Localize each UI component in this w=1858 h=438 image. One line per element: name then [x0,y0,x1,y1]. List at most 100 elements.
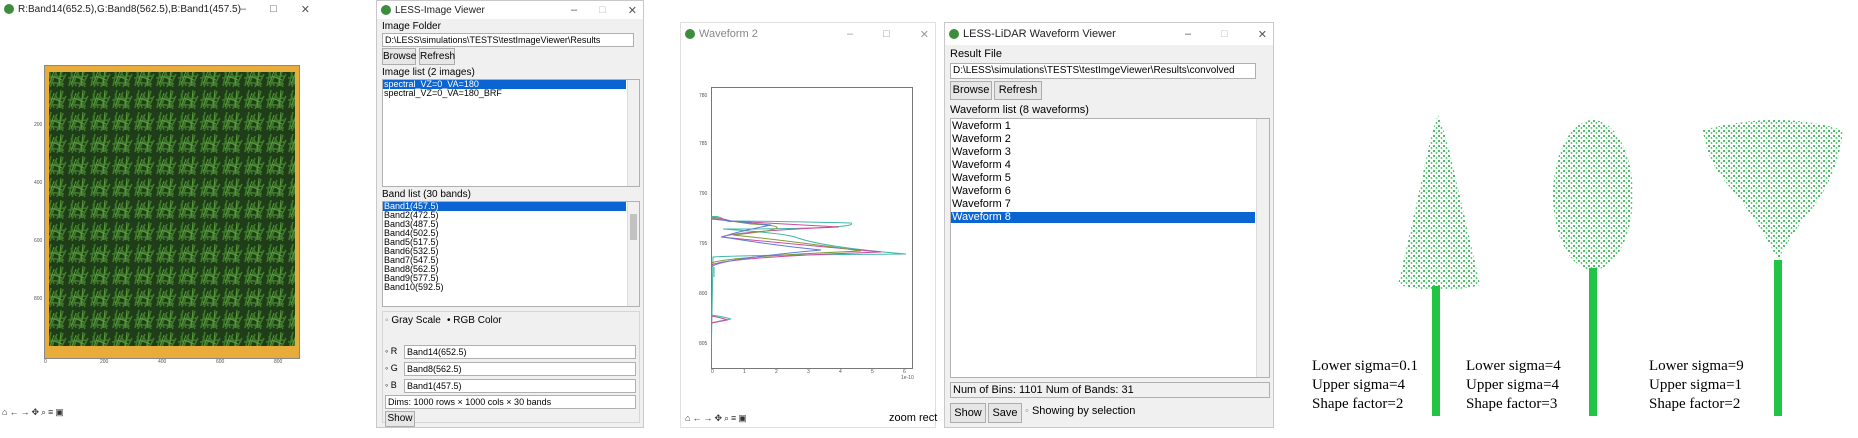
browse-button[interactable]: Browse [382,48,416,65]
r-channel-field[interactable]: Band14(652.5) [404,345,636,359]
maximize-icon[interactable]: □ [599,4,606,16]
pan-icon[interactable]: ✥ [31,407,39,417]
list-item[interactable]: Band2(472.5) [384,210,439,220]
image-viewer-title: LESS-Image Viewer [395,4,485,16]
list-item[interactable]: Waveform 8 [951,212,1255,223]
list-item[interactable]: Waveform 5 [952,172,1011,184]
rgb-color-label: RGB Color [453,315,502,326]
waveform-list-label: Waveform list (8 waveforms) [950,104,1089,116]
minimize-icon[interactable]: – [1185,28,1192,40]
rgb-color-radio[interactable]: • RGB Color [447,315,502,326]
wave-x-offset: 1e-10 [901,375,914,381]
image-folder-label: Image Folder [382,21,441,32]
rgb-viewer-titlebar: R:Band14(652.5),G:Band8(562.5),B:Band1(4… [0,0,316,18]
save-button[interactable]: Save [988,403,1022,423]
back-icon[interactable]: ← [692,413,702,423]
toolbar-status: zoom rect [889,412,938,424]
window-controls: – □ ✕ [571,1,637,19]
configure-icon[interactable]: ≡ [48,407,54,417]
tree-crowns [1398,115,1843,416]
browse-button[interactable]: Browse [950,81,992,100]
maximize-icon[interactable]: □ [1221,28,1228,40]
list-item[interactable]: Band7(547.5) [384,255,439,265]
home-icon[interactable]: ⌂ [2,407,8,417]
wave-ytick: 795 [699,241,708,247]
save-icon[interactable]: ▣ [738,413,747,423]
g-channel-field[interactable]: Band8(562.5) [404,362,636,376]
wave-ytick: 805 [699,341,708,347]
list-item[interactable]: Band6(532.5) [384,246,439,256]
tree2-crown [1553,120,1633,270]
wave-xtick: 1 [743,369,746,375]
list-item[interactable]: Waveform 3 [952,146,1011,158]
list-item[interactable]: Band10(592.5) [384,282,444,292]
close-icon[interactable]: ✕ [919,28,929,41]
tree1-trunk [1432,286,1440,416]
tree2-params: Lower sigma=4 Upper sigma=4 Shape factor… [1466,358,1561,412]
b-channel-field[interactable]: Band1(457.5) [404,379,636,393]
wave-xtick: 4 [839,369,842,375]
pan-icon[interactable]: ✥ [714,413,722,423]
plot-toolbar: ⌂ ← → ✥ ⌕ ≡ ▣ [2,406,66,418]
tree3-params: Lower sigma=9 Upper sigma=1 Shape factor… [1649,358,1744,412]
scrollbar[interactable] [627,202,639,306]
list-item[interactable]: spectral_VZ=0_VA=180 [383,80,626,89]
forward-icon[interactable]: → [20,407,30,417]
list-item[interactable]: spectral_VZ=0_VA=180_BRF [384,88,502,98]
configure-icon[interactable]: ≡ [731,413,737,423]
window-controls: – □ ✕ [847,23,929,45]
show-button[interactable]: Show [950,403,986,423]
minimize-icon[interactable]: – [571,4,578,16]
lidar-viewer-title: LESS-LiDAR Waveform Viewer [963,28,1116,40]
app-icon [4,4,14,14]
tree1-lower-sigma: Lower sigma=0.1 [1312,358,1418,374]
forward-icon[interactable]: → [703,413,713,423]
b-label: B [390,380,397,390]
list-item[interactable]: Band4(502.5) [384,228,439,238]
maximize-icon[interactable]: □ [270,3,277,15]
back-icon[interactable]: ← [9,407,19,417]
maximize-icon[interactable]: □ [883,28,890,40]
image-folder-field[interactable]: D:\LESS\simulations\TESTS\testImageViewe… [382,33,634,47]
showing-by-selection-checkbox[interactable]: ◦ Showing by selection [1025,405,1135,417]
close-icon[interactable]: ✕ [627,4,637,17]
tree1-shape-factor: Shape factor=2 [1312,396,1404,412]
list-item[interactable]: Waveform 4 [952,159,1011,171]
band-list[interactable]: Band1(457.5) Band2(472.5) Band3(487.5) B… [382,201,640,307]
zoom-icon[interactable]: ⌕ [723,413,730,423]
list-item[interactable]: Waveform 2 [952,133,1011,145]
refresh-button[interactable]: Refresh [994,81,1042,100]
zoom-icon[interactable]: ⌕ [40,407,47,417]
show-button[interactable]: Show [385,411,415,427]
grass-canopy-image [49,72,295,346]
r-channel-label: ◦ R [385,346,398,356]
result-file-field[interactable]: D:\LESS\simulations\TESTS\testImgeViewer… [950,63,1256,79]
scrollbar[interactable] [627,80,639,186]
minimize-icon[interactable]: – [240,3,247,15]
gray-scale-radio[interactable]: ◦ Gray Scale [385,315,441,326]
minimize-icon[interactable]: – [847,28,854,40]
g-channel-label: ◦ G [385,363,398,373]
rgb-ytick: 400 [34,180,43,186]
list-item[interactable]: Waveform 6 [952,185,1011,197]
refresh-button[interactable]: Refresh [419,48,455,65]
info-field: Num of Bins: 1101 Num of Bands: 31 [950,382,1270,398]
image-list[interactable]: spectral_VZ=0_VA=180 spectral_VZ=0_VA=18… [382,79,640,187]
waveform-list[interactable]: Waveform 1 Waveform 2 Waveform 3 Wavefor… [950,118,1270,378]
close-icon[interactable]: ✕ [300,3,310,16]
list-item[interactable]: Band1(457.5) [383,202,626,211]
list-item[interactable]: Band9(577.5) [384,273,439,283]
scrollbar[interactable] [1256,119,1269,377]
save-icon[interactable]: ▣ [55,407,64,417]
wave-xtick: 5 [871,369,874,375]
close-icon[interactable]: ✕ [1257,28,1267,41]
home-icon[interactable]: ⌂ [685,413,691,423]
list-item[interactable]: Waveform 7 [952,198,1011,210]
scrollbar-thumb[interactable] [630,214,637,240]
list-item[interactable]: Band8(562.5) [384,264,439,274]
wave-ytick: 800 [699,291,708,297]
list-item[interactable]: Band5(517.5) [384,237,439,247]
list-item[interactable]: Band3(487.5) [384,219,439,229]
rgb-xtick: 0 [44,359,47,365]
list-item[interactable]: Waveform 1 [952,120,1011,132]
